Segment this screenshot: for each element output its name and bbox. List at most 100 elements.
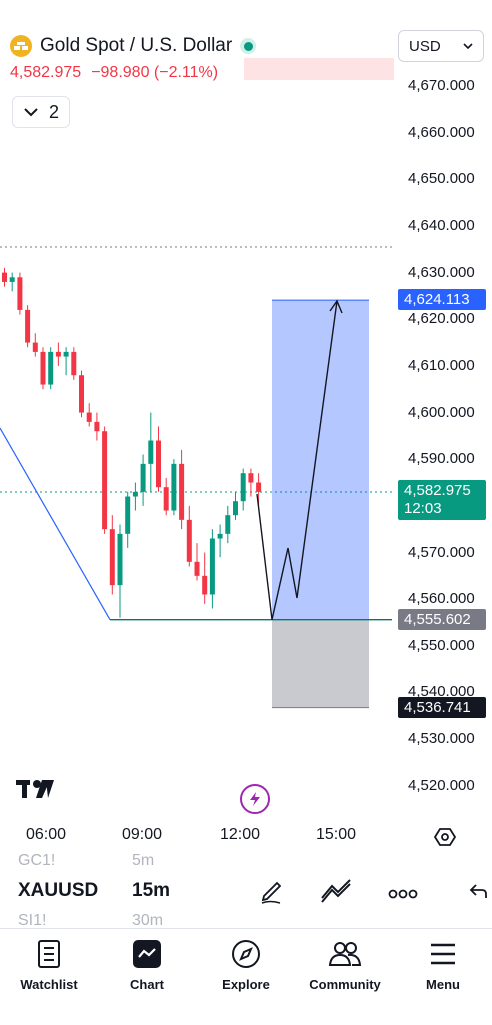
candle-body (102, 431, 108, 530)
previous-interval[interactable]: 5m (132, 852, 155, 869)
candle-body (9, 277, 15, 282)
last-price: 4,582.975 (10, 64, 82, 81)
price-tick: 4,650.000 (408, 170, 475, 188)
nav-label: Watchlist (20, 977, 78, 992)
price-tick: 4,600.000 (408, 403, 475, 421)
candle-body (17, 277, 23, 310)
price-change: −98.980 (−2.11%) (91, 64, 219, 81)
symbol-selector[interactable]: XAUUSD (18, 880, 99, 901)
candle-body (240, 473, 246, 502)
nav-chart[interactable]: Chart (102, 939, 192, 992)
price-tick: 4,560.000 (408, 590, 475, 608)
last-price-value: 4,582.975 (404, 481, 471, 499)
price-tick: 4,540.000 (408, 683, 475, 701)
chart-settings-icon[interactable] (433, 826, 457, 853)
candle-body (194, 561, 200, 576)
chart-area[interactable] (0, 0, 400, 820)
community-icon (328, 942, 362, 966)
compass-icon (232, 940, 260, 968)
candle-body (79, 375, 84, 413)
entry-price-label: 4,555.602 (398, 608, 486, 630)
candle-body (117, 533, 123, 586)
candle-body (171, 463, 177, 511)
bottom-navigation: Watchlist Chart Explore Community Menu (0, 928, 492, 1025)
candle-body (209, 538, 215, 595)
market-open-indicator (240, 38, 257, 54)
symbol-header[interactable]: Gold Spot / U.S. Dollar (10, 32, 257, 60)
projection-path (256, 300, 338, 620)
price-tick: 4,520.000 (408, 776, 475, 794)
nav-explore[interactable]: Explore (201, 939, 291, 992)
price-tick: 4,620.000 (408, 310, 475, 328)
candle-body (109, 529, 115, 586)
back-icon[interactable] (468, 882, 488, 905)
chart-icon (133, 940, 161, 968)
candle-body (86, 412, 92, 422)
symbol-title: Gold Spot / U.S. Dollar (40, 35, 233, 56)
pencil-icon[interactable] (258, 876, 286, 909)
candle-body (32, 342, 38, 352)
chart-draw-icon[interactable] (320, 876, 354, 909)
price-line: 4,582.975 −98.980 (−2.11%) (10, 64, 218, 82)
candle-body (217, 533, 223, 539)
indicators-toggle-button[interactable]: 2 (12, 96, 70, 128)
price-tick: 4,630.000 (408, 263, 475, 281)
candle-body (202, 575, 208, 595)
nav-menu[interactable]: Menu (398, 939, 488, 992)
nav-watchlist[interactable]: Watchlist (4, 939, 94, 992)
price-tick: 4,550.000 (408, 636, 475, 654)
candle-body (179, 463, 185, 520)
candle-body (148, 440, 154, 464)
nav-label: Explore (222, 977, 270, 992)
candle-body (140, 463, 146, 492)
price-tick: 4,660.000 (408, 123, 475, 141)
candle-body (256, 482, 262, 492)
more-icon[interactable] (388, 886, 418, 904)
price-change-highlight (244, 58, 394, 80)
trend-line (0, 427, 111, 620)
time-tick: 12:00 (220, 826, 261, 843)
candle-body (71, 351, 77, 376)
candle-body (225, 515, 231, 534)
candle-body (63, 351, 69, 357)
previous-symbol[interactable]: GC1! (18, 852, 56, 869)
interval-selector[interactable]: 15m (132, 880, 171, 901)
candle-body (156, 440, 161, 488)
candle-body (132, 491, 138, 497)
target-price-label: 4,624.113 (398, 289, 486, 311)
last-price-label: 4,582.975 12:03 (398, 479, 486, 520)
next-interval[interactable]: 30m (132, 912, 164, 929)
stop-price-label: 4,536.741 (398, 696, 486, 718)
candle-body (248, 473, 254, 483)
tradingview-logo[interactable] (16, 778, 58, 805)
time-axis[interactable]: 06:00 09:00 12:00 15:00 (0, 822, 492, 852)
candle-body (233, 501, 238, 516)
time-tick: 09:00 (122, 826, 163, 843)
candle-body (163, 487, 169, 511)
bar-countdown: 12:03 (404, 499, 442, 517)
candle-body (2, 272, 7, 282)
candle-body (125, 496, 131, 534)
nav-label: Community (309, 977, 381, 992)
position-profit-zone (272, 300, 369, 620)
nav-community[interactable]: Community (300, 939, 390, 992)
watchlist-icon (38, 940, 60, 968)
flash-icon[interactable] (240, 784, 270, 814)
status-bar (0, 0, 492, 12)
price-tick: 4,610.000 (408, 356, 475, 374)
candle-body (55, 351, 61, 357)
candle-body (94, 421, 100, 432)
chevron-down-icon (463, 43, 473, 49)
currency-select[interactable]: USD (398, 30, 484, 62)
candlestick-chart[interactable] (0, 0, 400, 820)
indicator-count: 2 (48, 101, 59, 122)
nav-label: Chart (130, 977, 164, 992)
candle-body (40, 351, 46, 385)
symbol-toolbar: GC1! 5m XAUUSD 15m SI1! 30m (0, 852, 492, 929)
price-tick: 4,530.000 (408, 730, 475, 748)
gold-bars-icon (10, 35, 32, 57)
projection-arrowhead (329, 299, 343, 314)
candle-body (25, 309, 31, 343)
next-symbol[interactable]: SI1! (18, 912, 47, 929)
time-tick: 15:00 (316, 826, 357, 843)
